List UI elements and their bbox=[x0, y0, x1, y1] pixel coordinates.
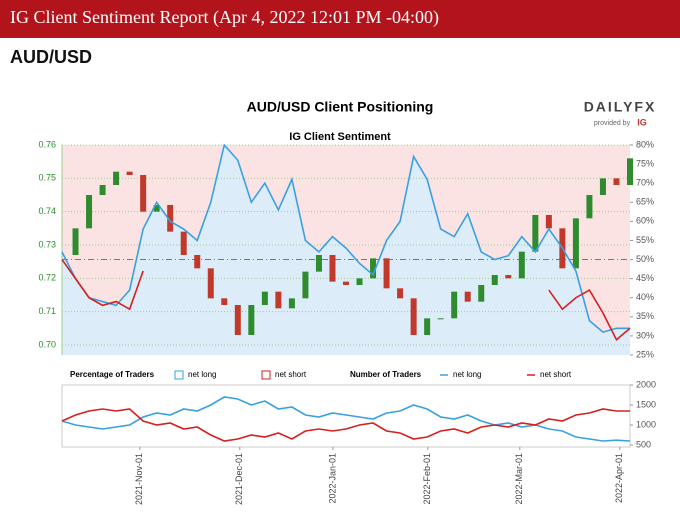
y2-tick-label: 30% bbox=[636, 330, 654, 340]
y2-tick-label: 25% bbox=[636, 349, 654, 359]
y2-tick-label: 75% bbox=[636, 158, 654, 168]
banner bbox=[0, 0, 680, 38]
candle bbox=[613, 178, 620, 185]
y-tick-label: 500 bbox=[636, 439, 651, 449]
candle bbox=[518, 251, 525, 279]
y2-tick-label: 35% bbox=[636, 311, 654, 321]
x-tick-label: 2022-Feb-01 bbox=[422, 453, 432, 505]
candle bbox=[586, 195, 593, 219]
candle bbox=[572, 218, 579, 269]
candle bbox=[315, 255, 322, 272]
candle bbox=[505, 275, 512, 279]
legend-label: net short bbox=[275, 370, 307, 379]
y-tick-label: 2000 bbox=[636, 379, 656, 389]
y2-tick-label: 50% bbox=[636, 254, 654, 264]
y-tick-label: 0.70 bbox=[38, 339, 56, 349]
y-tick-label: 0.72 bbox=[38, 273, 56, 283]
candle bbox=[180, 231, 187, 255]
candle bbox=[153, 205, 160, 212]
candle bbox=[275, 291, 282, 309]
logo-ig: IG bbox=[637, 117, 647, 127]
candle bbox=[72, 228, 79, 255]
candle bbox=[194, 255, 201, 269]
candle bbox=[221, 298, 228, 305]
y-tick-label: 0.73 bbox=[38, 239, 56, 249]
y-tick-label: 1500 bbox=[636, 399, 656, 409]
x-tick-label: 2022-Jan-01 bbox=[327, 453, 337, 504]
candle bbox=[627, 158, 633, 185]
candle bbox=[302, 271, 309, 299]
y2-tick-label: 60% bbox=[636, 216, 654, 226]
x-tick-label: 2021-Dec-01 bbox=[234, 453, 244, 505]
y-tick-label: 0.71 bbox=[38, 306, 56, 316]
candle bbox=[410, 298, 417, 335]
lower-plot-frame bbox=[61, 384, 631, 448]
candle bbox=[99, 185, 106, 195]
net-long-area bbox=[62, 145, 630, 355]
legend-swatch bbox=[261, 370, 271, 380]
lower-plot: Percentage of Traders net long net short Nu… bbox=[61, 370, 656, 505]
candle bbox=[140, 175, 147, 212]
candle bbox=[261, 291, 268, 305]
y-tick-label: 1000 bbox=[636, 419, 656, 429]
y2-tick-label: 80% bbox=[636, 139, 654, 149]
y2-tick-label: 45% bbox=[636, 273, 654, 283]
x-tick-label: 2022-Apr-01 bbox=[614, 453, 624, 503]
candle bbox=[329, 255, 336, 282]
candle bbox=[437, 318, 444, 320]
logo-sub: provided by bbox=[594, 120, 631, 127]
series-line bbox=[61, 396, 631, 442]
legend-title: Number of Traders bbox=[350, 370, 422, 379]
y-tick-label: 0.75 bbox=[38, 173, 56, 183]
report-title: IG Client Sentiment Report (Apr 4, 2022 … bbox=[10, 7, 439, 28]
y2-tick-label: 70% bbox=[636, 178, 654, 188]
candle bbox=[491, 275, 498, 285]
legend-title: Percentage of Traders bbox=[70, 370, 155, 379]
y2-tick-label: 55% bbox=[636, 235, 654, 245]
candle bbox=[234, 305, 241, 335]
candle bbox=[464, 291, 471, 302]
main-plot: 0.70 0.71 0.72 0.73 0.74 0.75 0.76 25% 30% 35% 40%… bbox=[38, 139, 654, 359]
series-line bbox=[61, 259, 631, 341]
y2-tick-label: 40% bbox=[636, 292, 654, 302]
candle bbox=[248, 305, 255, 335]
candle bbox=[167, 205, 174, 232]
candle bbox=[397, 288, 404, 299]
chart-title: AUD/USD Client Positioning bbox=[247, 99, 434, 115]
candle bbox=[383, 258, 390, 289]
series-line bbox=[61, 143, 630, 333]
x-tick-label: 2022-Mar-01 bbox=[514, 453, 524, 505]
candle bbox=[343, 281, 349, 285]
candle bbox=[532, 215, 539, 252]
y2-tick-label: 65% bbox=[636, 197, 654, 207]
candle bbox=[451, 291, 458, 319]
candle bbox=[424, 318, 431, 335]
candle bbox=[126, 171, 133, 175]
candle bbox=[370, 258, 377, 279]
y-tick-label: 0.74 bbox=[38, 206, 56, 216]
x-tick-label: 2021-Nov-01 bbox=[134, 453, 144, 505]
candle bbox=[288, 298, 295, 309]
legend-label: net long bbox=[188, 370, 216, 379]
legend-label: net short bbox=[540, 370, 572, 379]
candle bbox=[113, 171, 120, 185]
candle bbox=[478, 285, 485, 302]
candle bbox=[86, 195, 93, 229]
candle bbox=[207, 268, 214, 299]
legend-label: net long bbox=[453, 370, 481, 379]
legend-swatch bbox=[174, 370, 184, 380]
y-tick-label: 0.76 bbox=[38, 139, 56, 149]
series-line bbox=[61, 408, 630, 442]
pair: AUD/USD bbox=[10, 47, 92, 67]
candle bbox=[545, 215, 552, 229]
chart-subtitle: IG Client Sentiment bbox=[289, 131, 391, 143]
logo: DAILYFX bbox=[584, 99, 657, 115]
candle bbox=[356, 278, 363, 285]
candle bbox=[599, 178, 606, 195]
